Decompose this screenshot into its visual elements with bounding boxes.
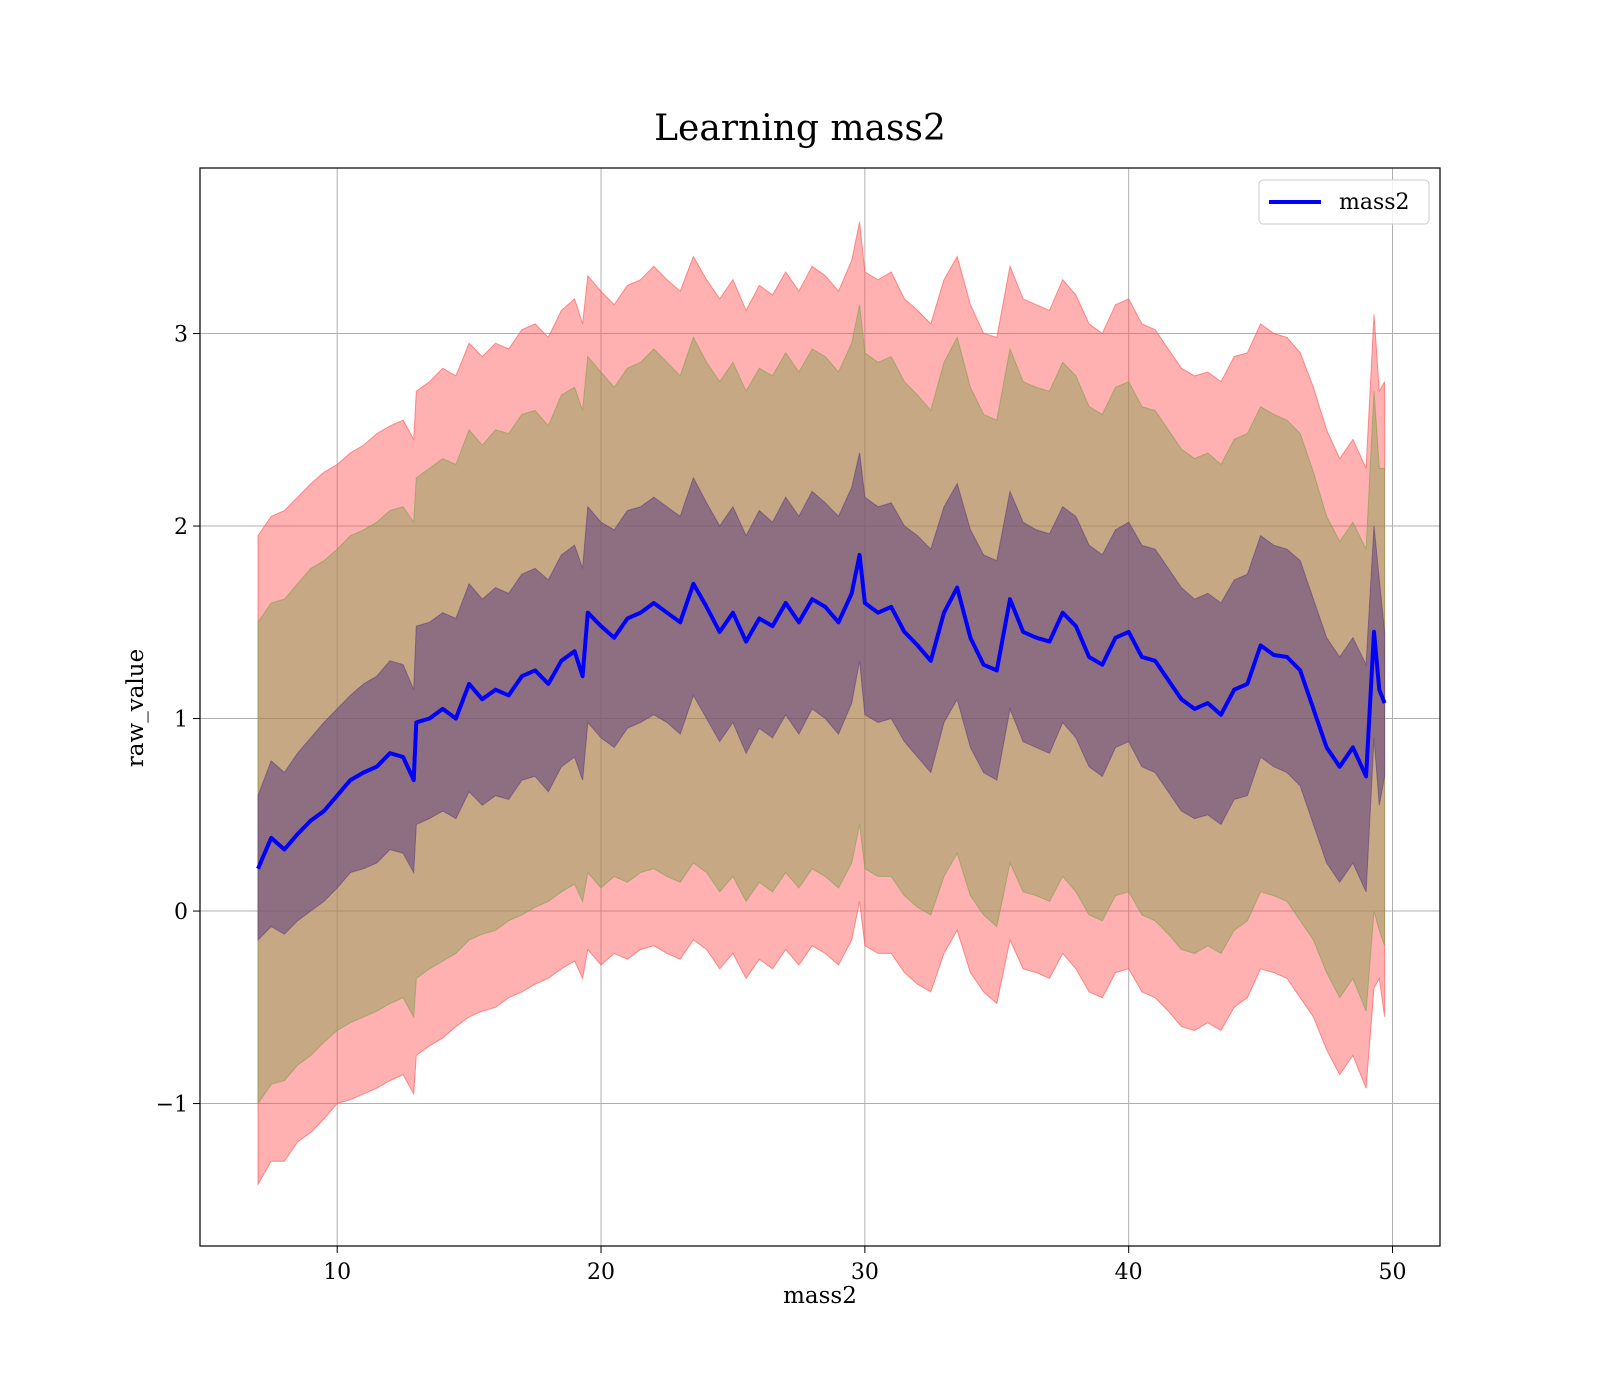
x-tick-label: 20 <box>587 1260 615 1285</box>
x-tick-label: 30 <box>851 1260 879 1285</box>
y-tick-label: 0 <box>174 900 188 925</box>
y-tick-label: 2 <box>174 515 188 540</box>
x-axis-ticks: 10 20 30 40 50 <box>323 1246 1407 1285</box>
x-tick-label: 50 <box>1379 1260 1407 1285</box>
x-tick-label: 10 <box>323 1260 351 1285</box>
chart-title: Learning mass2 <box>654 108 946 149</box>
x-tick-label: 40 <box>1115 1260 1143 1285</box>
band-2 <box>257 452 1386 942</box>
y-axis-ticks: −1 0 1 2 3 <box>156 323 200 1118</box>
plot-frame <box>199 167 1441 1247</box>
series-lines <box>256 552 1387 870</box>
legend-label: mass2 <box>1339 190 1410 215</box>
series-line-mass2 <box>256 552 1387 870</box>
y-axis-label: raw_value <box>123 649 149 767</box>
legend: mass2 <box>1258 179 1430 225</box>
y-tick-label: 1 <box>174 708 188 733</box>
x-axis-label: mass2 <box>783 1283 857 1309</box>
y-tick-label: −1 <box>156 1093 188 1118</box>
confidence-bands <box>257 221 1386 1187</box>
legend-box <box>1258 179 1430 225</box>
y-tick-label: 3 <box>174 323 188 348</box>
